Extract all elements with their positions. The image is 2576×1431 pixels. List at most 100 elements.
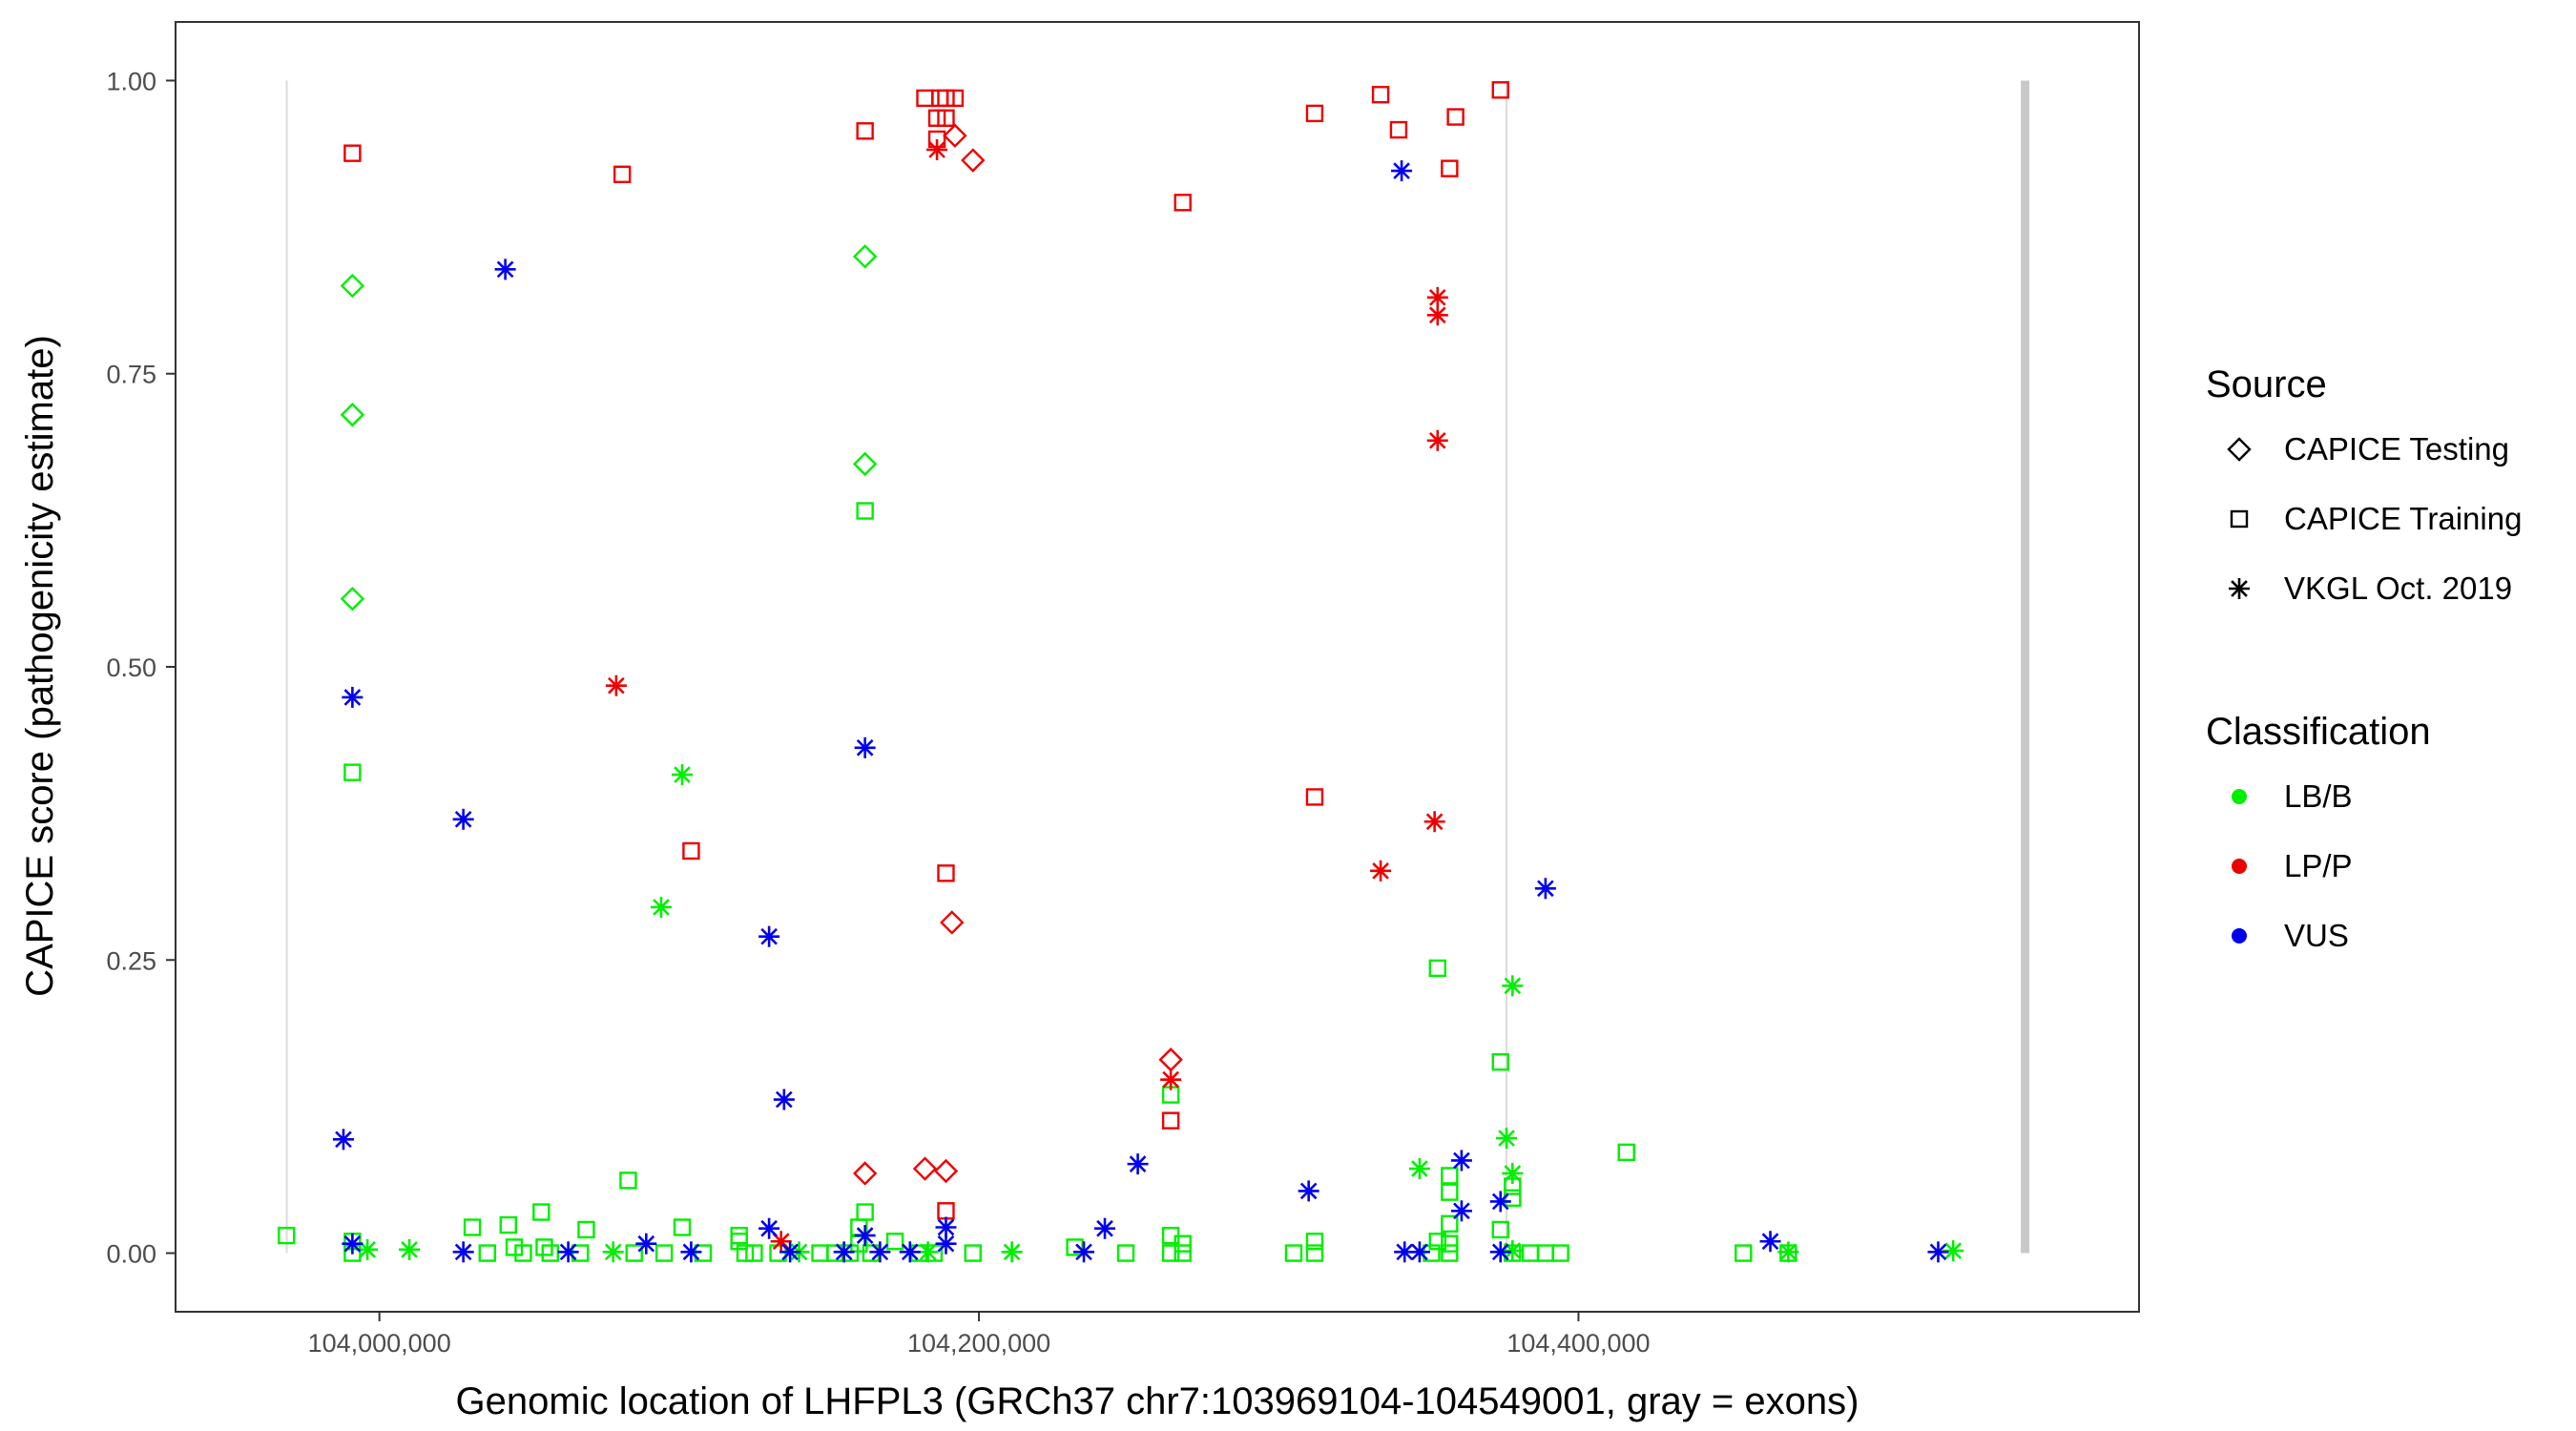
data-point — [680, 1241, 702, 1263]
data-point — [499, 1215, 517, 1234]
data-point — [1441, 1244, 1459, 1262]
y-tick-label: 0.25 — [106, 946, 156, 975]
legend-source-key — [2227, 437, 2252, 462]
data-point — [1759, 1231, 1781, 1253]
data-point — [1446, 108, 1465, 126]
data-point — [961, 148, 986, 173]
data-point — [1408, 1241, 1430, 1263]
y-tick-label: 1.00 — [106, 67, 156, 95]
data-point — [856, 502, 874, 520]
data-point — [773, 1089, 795, 1110]
y-tick-label: 0.50 — [106, 653, 156, 682]
legend-classification-label: VUS — [2284, 918, 2349, 953]
data-point — [340, 587, 365, 612]
data-point — [758, 925, 780, 947]
data-point — [1174, 1244, 1192, 1262]
data-point — [1370, 860, 1392, 881]
data-point — [1491, 81, 1509, 99]
legend-source-items: CAPICE Testing CAPICE Training VKGL Oct. 2… — [2227, 431, 2522, 606]
legend-source-label: VKGL Oct. 2019 — [2284, 570, 2512, 606]
legend-source-title: Source — [2206, 363, 2327, 405]
legend-source-label: CAPICE Testing — [2284, 431, 2509, 467]
data-point — [1450, 1200, 1472, 1222]
data-point — [1551, 1244, 1569, 1262]
data-point — [730, 1233, 748, 1251]
data-point — [1441, 1183, 1459, 1201]
legend-source-label: CAPICE Training — [2284, 501, 2522, 536]
data-point — [1927, 1241, 1949, 1263]
legend-classification-key — [2232, 859, 2247, 874]
data-point — [1371, 86, 1390, 104]
data-point — [1305, 104, 1324, 123]
data-point — [1305, 788, 1324, 806]
data-point — [854, 1225, 876, 1247]
legend-source-key — [2229, 578, 2250, 599]
data-point — [885, 1233, 904, 1251]
data-point — [1305, 1244, 1324, 1262]
data-point — [1735, 1244, 1753, 1262]
data-point — [1489, 1241, 1511, 1263]
data-point — [651, 896, 673, 918]
data-point — [758, 1217, 780, 1239]
data-point — [625, 1244, 643, 1262]
data-point — [1441, 1214, 1459, 1234]
data-point — [1777, 1241, 1799, 1263]
data-point — [452, 808, 474, 830]
data-point — [452, 1241, 474, 1263]
data-point — [1116, 1244, 1135, 1262]
data-point — [1094, 1217, 1116, 1239]
data-point — [1066, 1238, 1084, 1256]
data-point — [605, 674, 627, 696]
data-point — [964, 1244, 982, 1262]
data-point — [917, 1241, 939, 1263]
legend-classification-key — [2232, 928, 2247, 944]
data-point — [833, 1241, 855, 1263]
data-point — [340, 273, 365, 299]
data-point — [1491, 1220, 1509, 1239]
data-point — [1174, 1234, 1192, 1253]
data-point — [852, 451, 878, 477]
data-point — [940, 910, 965, 935]
data-point — [1174, 194, 1192, 212]
data-point — [514, 1244, 532, 1262]
data-point — [332, 1129, 354, 1151]
data-point — [1441, 1234, 1459, 1253]
legend-classification-label: LP/P — [2284, 848, 2353, 883]
data-point — [1389, 120, 1408, 139]
data-point — [779, 1241, 801, 1263]
data-point — [613, 165, 632, 183]
exon-lines — [285, 80, 2030, 1254]
data-point — [654, 1244, 674, 1262]
data-point — [343, 763, 362, 781]
data-point — [340, 403, 365, 427]
data-point — [945, 89, 965, 108]
data-point — [736, 1244, 755, 1262]
data-point — [1534, 878, 1556, 900]
legend-classification-key — [2232, 789, 2247, 804]
data-point — [1428, 1233, 1446, 1251]
data-point — [1496, 1128, 1518, 1150]
legend-classification-title: Classification — [2206, 711, 2431, 753]
data-point — [1408, 1158, 1430, 1180]
legend: Source CAPICE Testing CAPICE Training VKGL… — [2206, 363, 2522, 953]
data-point — [1450, 1150, 1472, 1172]
data-point — [1617, 1143, 1635, 1162]
data-point — [278, 1226, 296, 1245]
data-point — [532, 1203, 551, 1221]
x-tick-label: 104,400,000 — [1506, 1329, 1650, 1358]
data-point — [671, 764, 693, 786]
data-point — [927, 109, 946, 127]
x-axis: 104,000,000 104,200,000 104,400,000 — [308, 1312, 1651, 1358]
data-point — [933, 1158, 959, 1184]
data-point — [1298, 1180, 1319, 1202]
data-point — [1127, 1153, 1149, 1175]
data-point — [673, 1218, 692, 1236]
data-point — [745, 1244, 763, 1262]
data-point — [937, 864, 955, 882]
data-point — [494, 259, 516, 280]
data-points — [278, 81, 1964, 1263]
data-point — [1161, 1111, 1180, 1130]
data-point — [926, 138, 948, 160]
data-point — [1502, 1162, 1524, 1184]
data-point — [682, 841, 700, 861]
